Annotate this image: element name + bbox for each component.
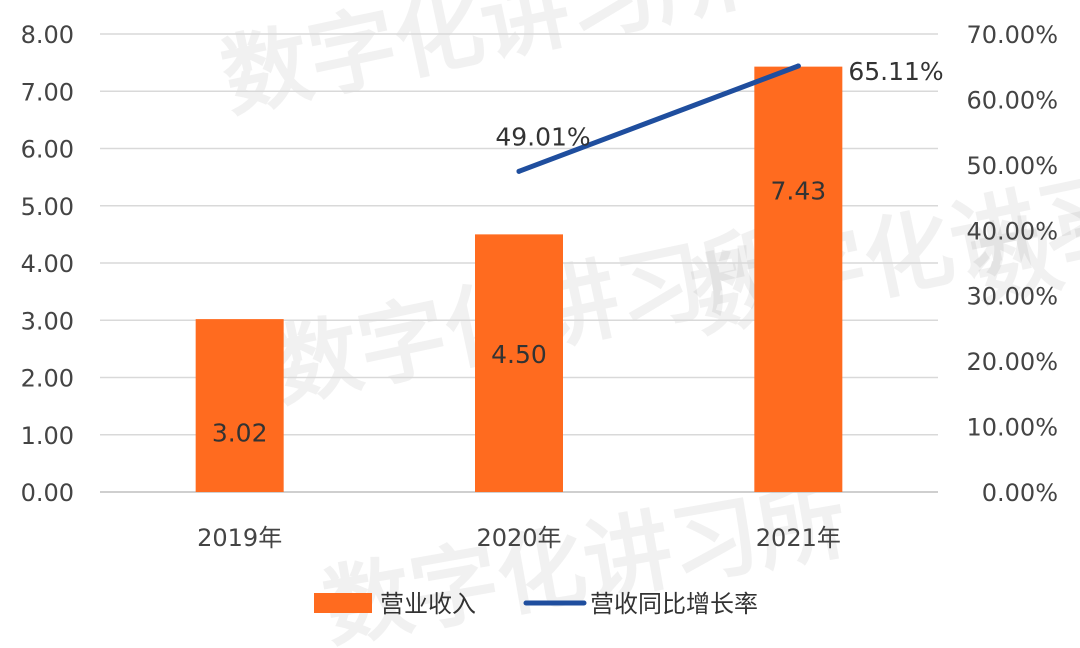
left-y-tick-label: 7.00 bbox=[21, 78, 74, 106]
right-y-tick-label: 40.00% bbox=[966, 217, 1058, 245]
legend-swatch-bar bbox=[314, 593, 372, 613]
x-tick-label: 2019年 bbox=[197, 524, 282, 552]
left-y-tick-label: 1.00 bbox=[21, 422, 74, 450]
line-point bbox=[516, 168, 522, 174]
watermark: 数字化讲习所数字化讲习所数字化讲习所数字化讲习所数字化讲习所 bbox=[213, 0, 1080, 648]
right-y-tick-label: 70.00% bbox=[966, 21, 1058, 49]
x-axis: 2019年 2020年 2021年 bbox=[197, 524, 841, 552]
line-point bbox=[795, 63, 801, 69]
bar bbox=[195, 319, 284, 492]
legend-label-bar: 营业收入 bbox=[380, 590, 476, 618]
bar bbox=[475, 234, 563, 492]
left-y-axis: 0.00 1.00 2.00 3.00 4.00 5.00 6.00 7.00 8.00 bbox=[21, 21, 74, 507]
right-y-tick-label: 60.00% bbox=[966, 86, 1058, 114]
legend: 营业收入 营收同比增长率 bbox=[314, 590, 758, 618]
right-y-tick-label: 30.00% bbox=[966, 283, 1058, 311]
bar-value-label: 4.50 bbox=[491, 340, 547, 369]
watermark-text: 数字化讲习所 bbox=[316, 468, 854, 648]
left-y-tick-label: 4.00 bbox=[21, 250, 74, 278]
bar-series bbox=[195, 66, 843, 492]
right-y-tick-label: 50.00% bbox=[966, 152, 1058, 180]
left-y-tick-label: 8.00 bbox=[21, 21, 74, 49]
right-y-tick-label: 0.00% bbox=[982, 479, 1058, 507]
left-y-tick-label: 2.00 bbox=[21, 365, 74, 393]
right-y-axis: 0.00% 10.00% 20.00% 30.00% 40.00% 50.00% 60.00… bbox=[966, 21, 1058, 507]
right-y-tick-label: 10.00% bbox=[966, 414, 1058, 442]
bar-value-label: 3.02 bbox=[212, 419, 268, 448]
bar bbox=[754, 66, 843, 492]
growth-rate-line bbox=[516, 63, 801, 174]
x-tick-label: 2020年 bbox=[476, 524, 561, 552]
left-y-tick-label: 6.00 bbox=[21, 136, 74, 164]
x-tick-label: 2021年 bbox=[756, 524, 841, 552]
left-y-tick-label: 3.00 bbox=[21, 307, 74, 335]
right-y-tick-label: 20.00% bbox=[966, 348, 1058, 376]
legend-label-line: 营收同比增长率 bbox=[590, 590, 758, 618]
line-series bbox=[516, 63, 801, 174]
left-y-tick-label: 0.00 bbox=[21, 479, 74, 507]
line-value-label: 65.11% bbox=[848, 57, 943, 86]
bar-value-label: 7.43 bbox=[770, 176, 826, 205]
line-value-label: 49.01% bbox=[495, 122, 590, 151]
left-y-tick-label: 5.00 bbox=[21, 193, 74, 221]
watermark-text: 数字化讲习所 bbox=[213, 0, 751, 131]
data-labels: 3.02 4.50 7.43 49.01% 65.11% bbox=[212, 57, 944, 448]
